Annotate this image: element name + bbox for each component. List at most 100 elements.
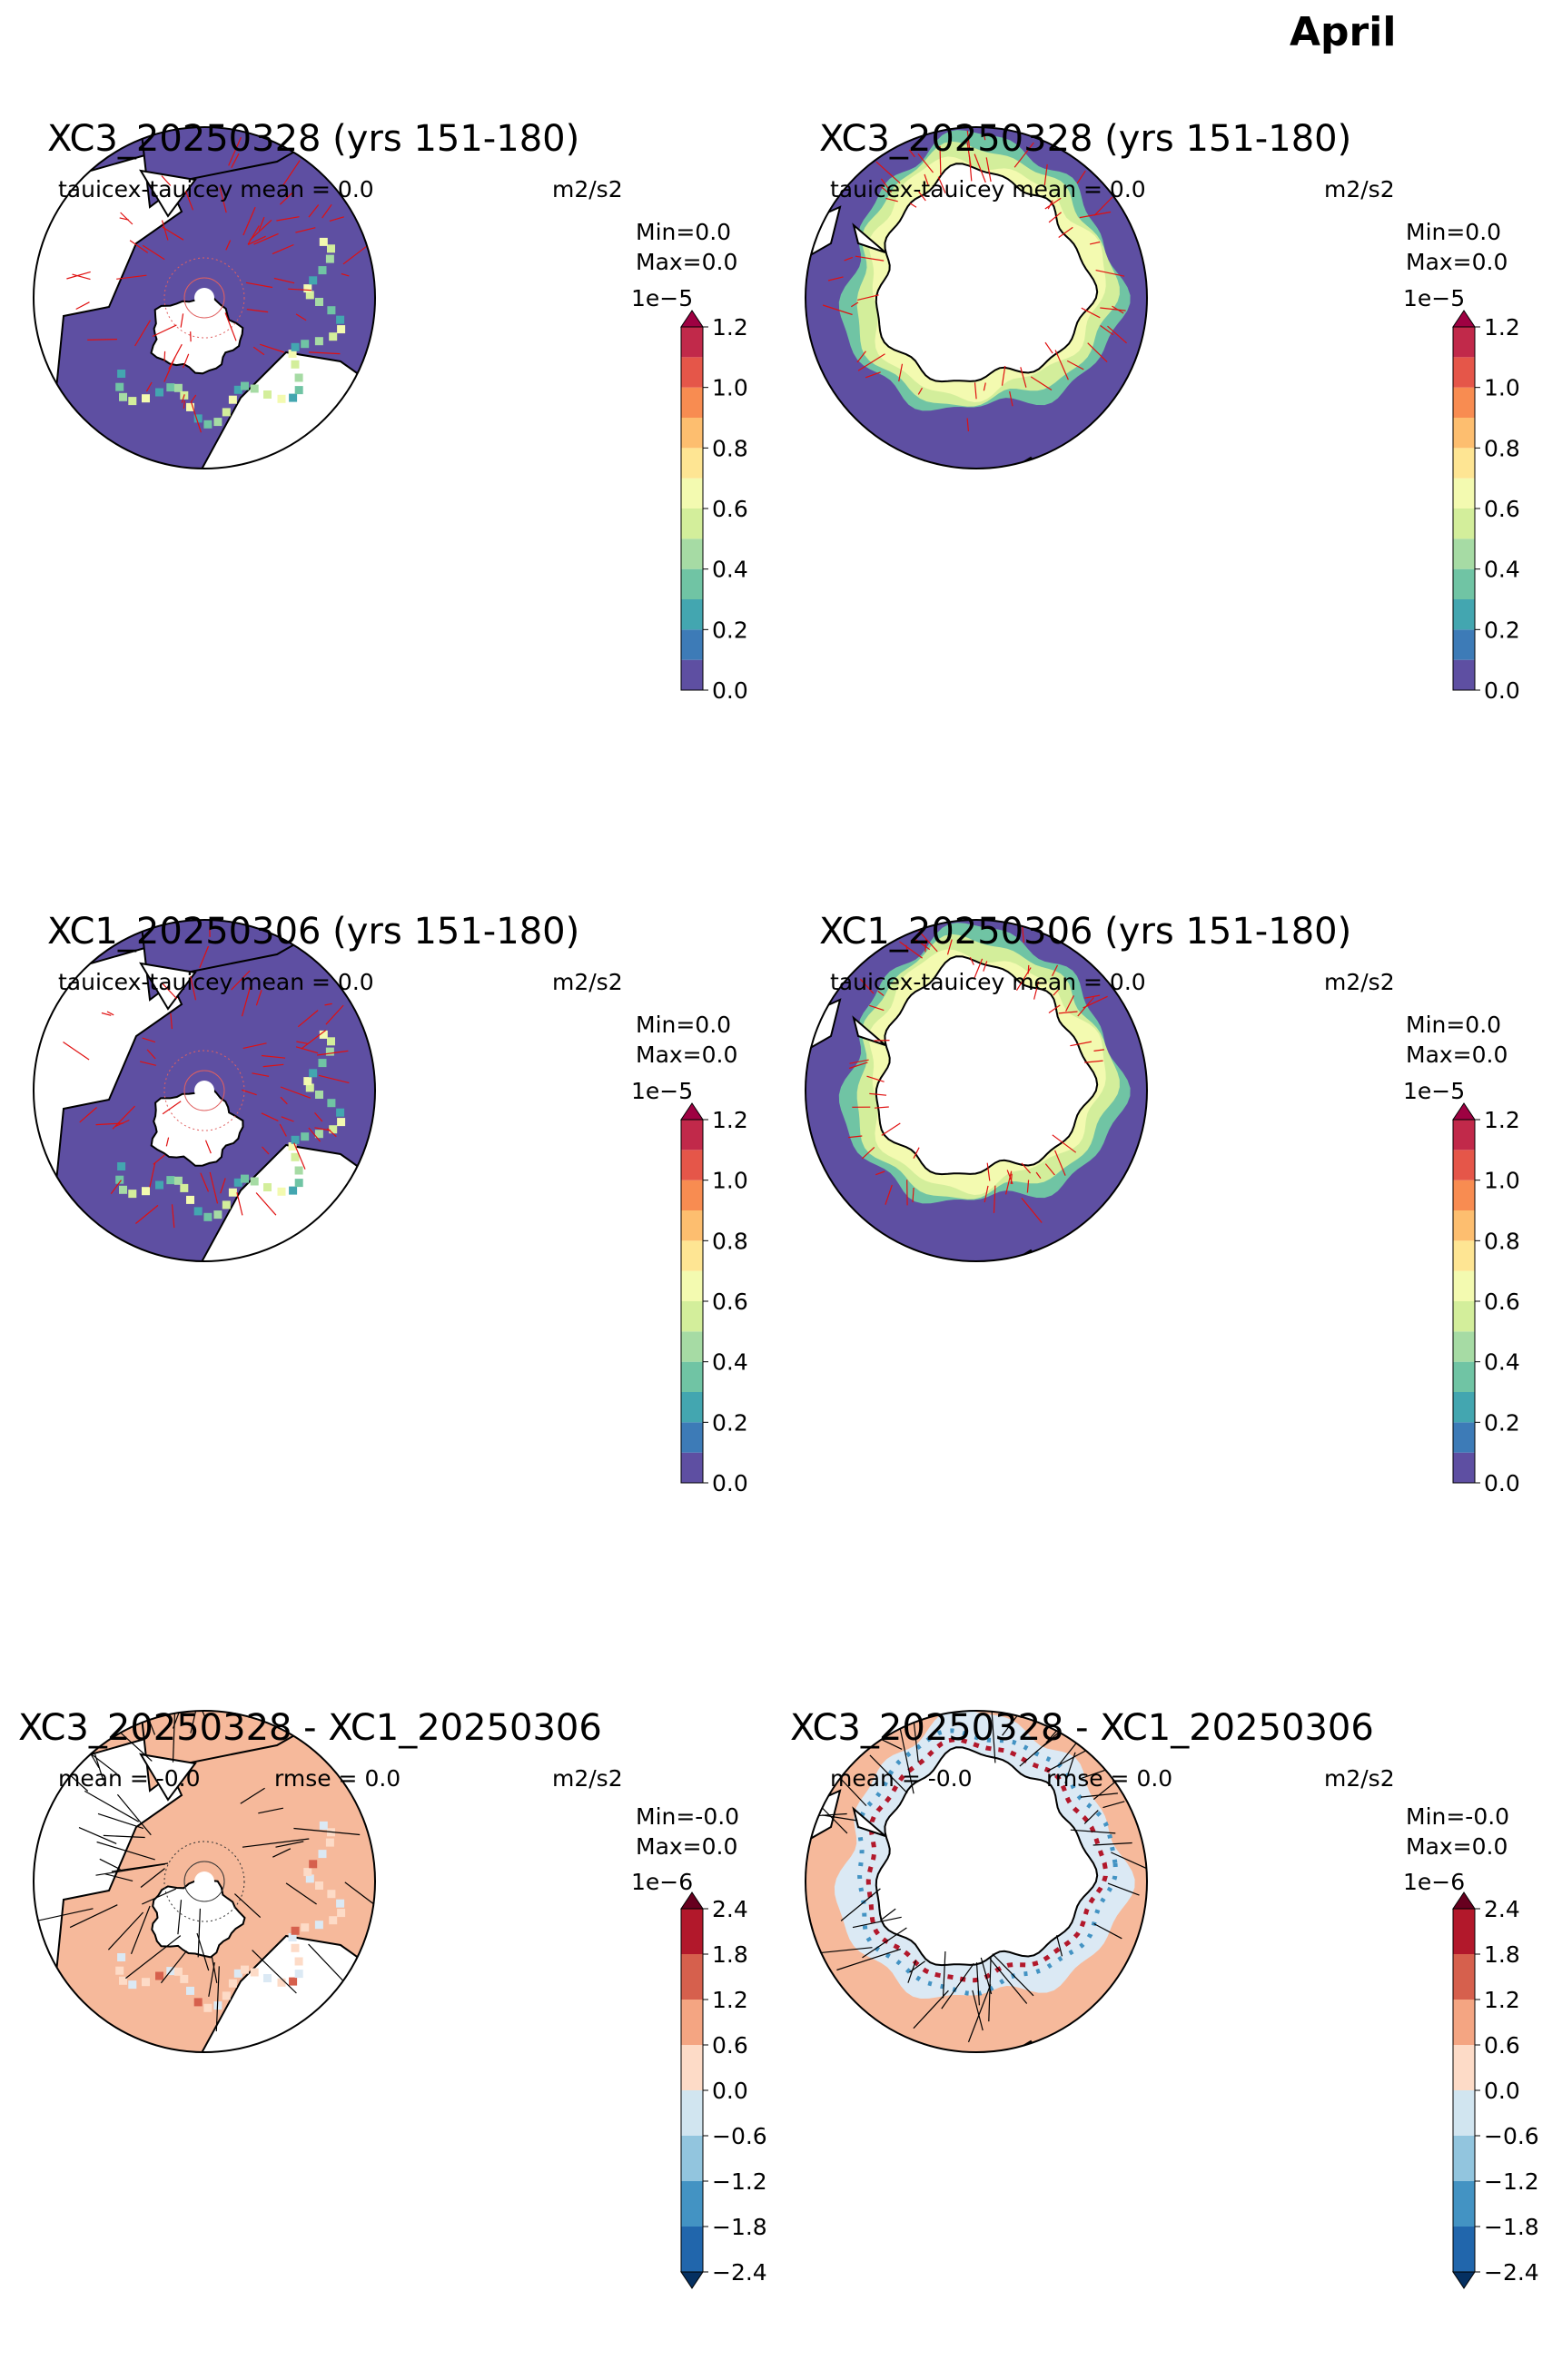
- land-chukotka: [139, 962, 197, 1011]
- land-chukotka: [139, 169, 197, 218]
- ice-edge-cell: [155, 1971, 163, 1980]
- colorbar-bin: [681, 1361, 703, 1392]
- colorbar-bin: [1453, 1210, 1475, 1241]
- stress-vector: [974, 153, 986, 183]
- stress-vector: [183, 400, 185, 409]
- land-chukotka: [139, 1753, 197, 1802]
- ice-edge-cell: [291, 1152, 300, 1161]
- stress-vector: [966, 418, 969, 432]
- stress-vector: [869, 1092, 887, 1096]
- latitude-ring: [183, 1070, 225, 1111]
- ice-edge-cell: [314, 337, 323, 346]
- panel-3-units: m2/s2: [552, 969, 623, 995]
- colorbar-tick-label: −1.8: [712, 2214, 767, 2240]
- stress-vector: [1079, 211, 1112, 219]
- ice-edge-cell: [166, 383, 175, 392]
- stress-vector: [301, 1030, 327, 1050]
- stress-vector: [152, 324, 177, 338]
- stress-vector: [327, 1128, 337, 1138]
- colorbar-tick-label: 0.6: [712, 2032, 748, 2059]
- stress-vector: [1056, 1935, 1063, 1957]
- ice-edge-cell: [250, 1177, 259, 1186]
- colorbar-bin: [681, 659, 703, 690]
- pole-hole: [194, 1871, 214, 1891]
- stress-vector: [104, 1873, 133, 1881]
- stress-vector: [280, 1086, 311, 1099]
- stress-vector: [130, 1905, 151, 1955]
- colorbar-tick-label: 0.0: [712, 677, 748, 704]
- stress-vector: [898, 1724, 914, 1794]
- stress-vector: [1052, 1134, 1077, 1153]
- colorbar-tick-label: 0.8: [712, 435, 748, 461]
- stress-vector: [318, 1074, 350, 1084]
- colorbar-tick-label: 1.0: [712, 1168, 748, 1194]
- latitude-ring: [183, 277, 225, 319]
- stress-vector: [78, 1827, 117, 1844]
- colorbar-bin: [1453, 2136, 1475, 2181]
- ice-edge-cell: [289, 1977, 298, 1986]
- colorbar-tick-label: 2.4: [1484, 1896, 1520, 1922]
- stress-vector: [233, 1893, 262, 1919]
- colorbar-bin: [1453, 2181, 1475, 2227]
- stress-vector: [983, 382, 986, 391]
- colorbar-bin: [681, 1452, 703, 1483]
- colorbar-bin: [681, 357, 703, 388]
- panel-5-colorbar-exponent: 1e−6: [631, 1869, 694, 1895]
- stress-vector: [317, 1050, 349, 1056]
- stress-vector: [72, 273, 91, 281]
- stress-vector: [1087, 342, 1108, 363]
- colorbar-extend-max: [680, 1102, 704, 1121]
- colorbar-2: 0.0 0.2 0.4 0.6 0.8 1.0 1.2: [1452, 310, 1520, 704]
- ice-edge-cell: [203, 1212, 213, 1221]
- ice-edge-cell: [294, 386, 303, 395]
- ice-edge-cell: [117, 1953, 126, 1961]
- colorbar-bin: [681, 1240, 703, 1271]
- ice-edge-cell: [186, 1986, 194, 1995]
- sea-ice-band: [865, 1737, 1109, 1983]
- colorbar-5: −2.4 −1.8 −1.2 −0.6 0.0 0.6 1.2 1.8 2.4: [680, 1891, 767, 2289]
- colorbar-tick-label: 0.2: [1484, 617, 1520, 643]
- ice-edge-cell: [314, 1921, 323, 1930]
- stress-vector: [99, 1858, 121, 1871]
- ice-edge-cell: [318, 1850, 327, 1859]
- ice-edge-cell: [241, 1965, 249, 1974]
- colorbar-bin: [1453, 1392, 1475, 1423]
- stress-vector: [941, 1962, 974, 2010]
- stress-vector: [255, 990, 262, 1006]
- stress-vector: [1009, 390, 1013, 407]
- stress-vector: [190, 1711, 198, 1733]
- stress-vector: [1021, 923, 1024, 943]
- ice-edge-cell: [336, 315, 345, 324]
- stress-vector: [981, 127, 986, 141]
- colorbar-tick-label: 0.4: [1484, 1349, 1520, 1376]
- stress-vector: [967, 1984, 992, 2043]
- colorbar-bin: [1453, 2045, 1475, 2090]
- stress-vector: [975, 1962, 980, 2006]
- colorbar-bin: [1453, 1954, 1475, 2000]
- colorbar-tick-label: 0.4: [1484, 557, 1520, 583]
- ice-edge-cell: [319, 1821, 328, 1830]
- ice-edge-cell: [213, 1210, 222, 1220]
- colorbar-tick-label: 0.2: [1484, 1409, 1520, 1436]
- stress-vector: [95, 1122, 124, 1126]
- ice-edge-cell: [222, 408, 231, 417]
- stress-vector: [69, 1904, 118, 1929]
- ice-edge-cell: [327, 1099, 336, 1108]
- colorbar-bin: [681, 2090, 703, 2136]
- map-panel-3: 0.0 0.2 0.4 0.6 0.8 1.0 1.2: [33, 919, 748, 1496]
- ice-edge-cell: [337, 1909, 346, 1918]
- stress-vector: [142, 244, 165, 261]
- stress-vector: [190, 401, 202, 433]
- stress-vector: [866, 1075, 885, 1082]
- stress-vector: [180, 313, 184, 328]
- ice-edge-cell: [337, 325, 346, 334]
- stress-vector: [986, 1162, 991, 1181]
- stress-vector: [1001, 365, 1006, 386]
- stress-vector: [106, 1011, 114, 1016]
- stress-vector: [261, 1112, 279, 1121]
- stress-vector: [885, 197, 898, 202]
- stress-vector: [974, 382, 977, 400]
- stress-vector: [196, 1932, 210, 1971]
- ice-edge-cell: [305, 1083, 314, 1092]
- stress-vector: [231, 970, 251, 991]
